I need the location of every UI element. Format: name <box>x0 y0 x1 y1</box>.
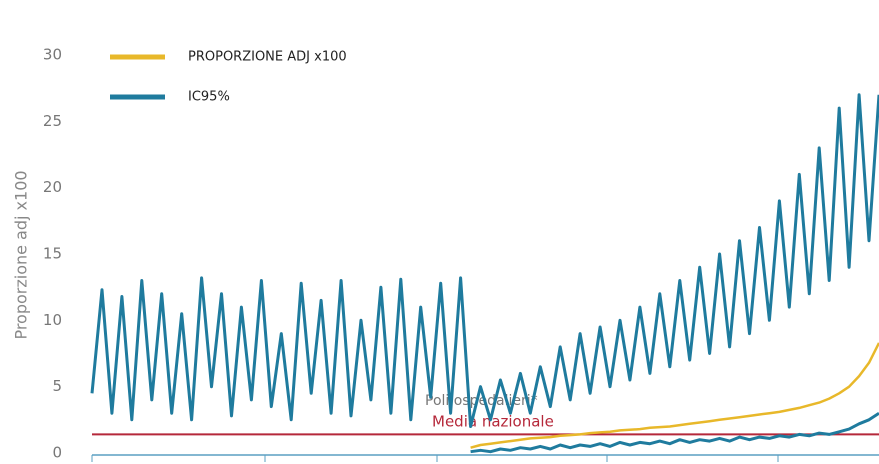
annotation: Poli ospedalieri* <box>425 393 538 409</box>
y-tick-label: 0 <box>52 444 62 462</box>
series-line <box>470 411 879 454</box>
y-tick-label: 5 <box>52 377 62 395</box>
y-tick-label: 15 <box>43 245 62 263</box>
reference-label: Media nazionale <box>432 413 554 431</box>
y-tick-label: 30 <box>43 46 62 64</box>
legend-label: PROPORZIONE ADJ x100 <box>188 50 347 65</box>
y-tick-label: 10 <box>43 311 62 329</box>
y-axis-label: Proporzione adj x100 <box>12 170 31 339</box>
series-line <box>470 342 879 449</box>
legend-label: IC95% <box>188 90 230 105</box>
y-tick-label: 25 <box>43 112 62 130</box>
y-tick-label: 20 <box>43 178 62 196</box>
series-line <box>90 93 879 428</box>
